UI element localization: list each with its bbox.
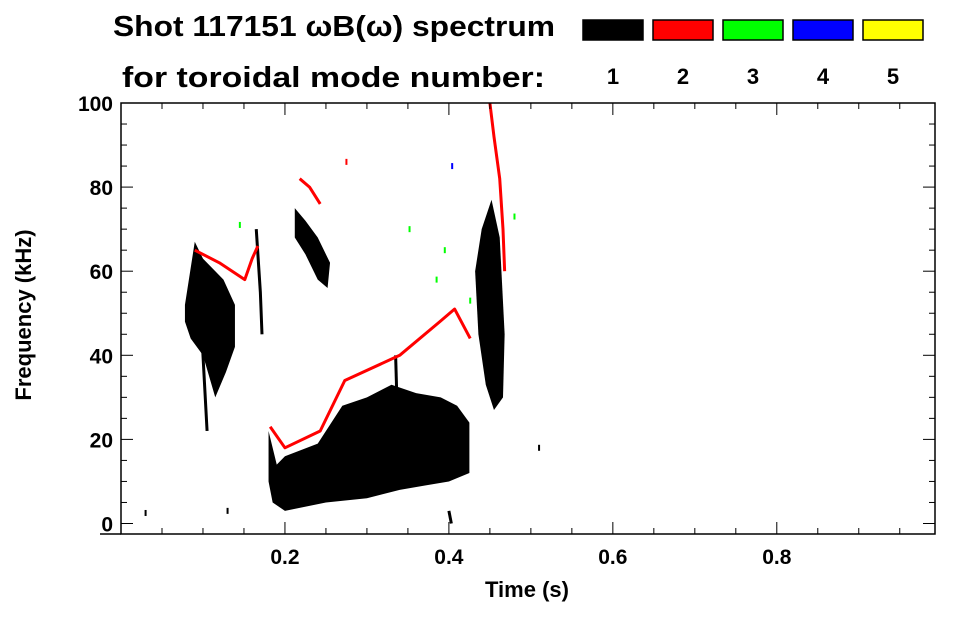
- spectrum-point-n=3: [513, 213, 516, 220]
- chart-title-line1: Shot 117151 ωB(ω) spectrum: [113, 11, 555, 43]
- chart-title-line2: for toroidal mode number:: [122, 62, 545, 94]
- legend: 1 2 3 4 5: [582, 19, 924, 89]
- y-axis-label: Frequency (kHz): [11, 229, 36, 400]
- spectrum-trace-n=1: [197, 271, 209, 432]
- x-tick-label: 0.6: [598, 546, 627, 569]
- legend-swatch-5: [862, 19, 924, 41]
- spectrum-point-n=4: [451, 163, 454, 170]
- spectrum-region-n=1: [184, 241, 235, 398]
- legend-label-2: 2: [677, 64, 689, 89]
- y-tick-label: 60: [90, 261, 113, 284]
- legend-swatch-1: [582, 19, 644, 41]
- spectrum-point-n=1: [226, 507, 229, 514]
- x-axis-label: Time (s): [485, 577, 569, 602]
- spectrum-region-n=1: [294, 208, 331, 289]
- spectrum-trace-n=1: [254, 229, 264, 335]
- spectrum-trace-n=1: [394, 355, 400, 440]
- spectrum-point-n=3: [435, 276, 438, 283]
- x-tick-label: 0.2: [270, 546, 299, 569]
- legend-label-5: 5: [887, 64, 899, 89]
- legend-label-1: 1: [607, 64, 619, 89]
- legend-swatch-2: [652, 19, 714, 41]
- x-tick-label: 0.4: [434, 546, 464, 569]
- spectrum-point-n=1: [538, 444, 541, 451]
- spectrum-region-n=1: [268, 384, 470, 511]
- y-tick-label: 0: [101, 513, 113, 536]
- axes: 0.2 0.4 0.6 0.8 0 20 40 60 80 100: [78, 93, 936, 569]
- legend-swatch-3: [722, 19, 784, 41]
- spectrum-trace-n=2: [488, 102, 507, 272]
- spectrum-point-n=1: [144, 509, 147, 516]
- y-tick-label: 40: [90, 345, 113, 368]
- spectrum-trace-n=1: [209, 292, 215, 377]
- spectrum-trace-n=1: [447, 510, 453, 524]
- spectrum-point-n=3: [408, 226, 411, 233]
- y-tick-label: 80: [90, 177, 113, 200]
- spectrum-point-n=2: [345, 158, 348, 165]
- spectrum-trace-n=2: [298, 177, 322, 205]
- legend-label-3: 3: [747, 64, 759, 89]
- plot-frame: [120, 102, 936, 535]
- legend-swatch-4: [792, 19, 854, 41]
- y-tick-label: 20: [90, 429, 113, 452]
- legend-label-4: 4: [817, 64, 830, 89]
- spectrum-trace-n=2: [268, 307, 472, 450]
- spectrum-marks: [144, 102, 541, 524]
- x-tick-label: 0.8: [762, 546, 792, 569]
- spectrum-region-n=1: [475, 199, 505, 410]
- spectrum-trace-n=2: [194, 245, 260, 282]
- y-tick-label: 100: [78, 93, 113, 116]
- spectrum-point-n=3: [238, 221, 241, 228]
- spectrum-point-n=3: [443, 247, 446, 254]
- spectrum-point-n=3: [469, 297, 472, 304]
